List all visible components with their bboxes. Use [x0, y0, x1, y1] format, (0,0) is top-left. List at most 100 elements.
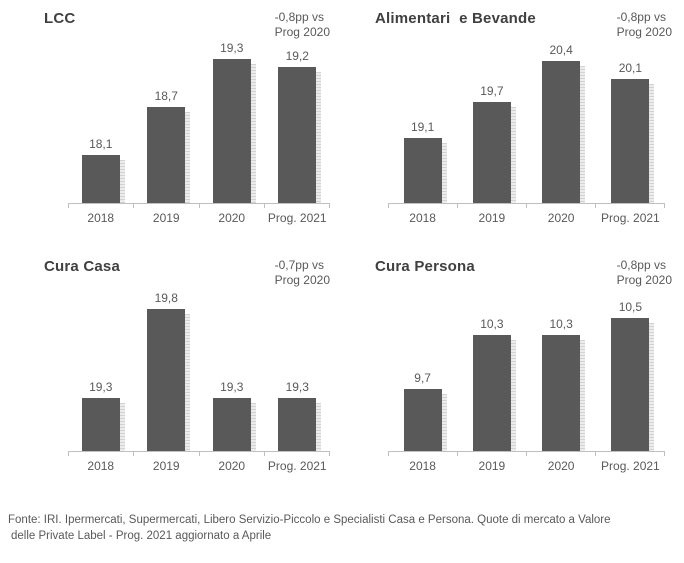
x-label-2019: 2019 — [152, 459, 180, 473]
axis-tick — [68, 204, 135, 208]
axis-tick — [596, 452, 665, 456]
bar-2018 — [81, 398, 125, 451]
bars-alimentari-e-bevande: 19,1 19,7 20,4 20,1 — [388, 43, 665, 203]
charts-grid: LCC -0,8pp vs Prog 2020 18,1 18,7 19,3 19,2 20… — [0, 0, 684, 496]
axis-tick — [388, 452, 458, 456]
x-labels-alimentari-e-bevande: 2018 2019 2020 Prog. 2021 — [388, 211, 665, 225]
bar-2020 — [212, 59, 256, 203]
bar-slot-Prog. 2021: 20,1 — [596, 61, 665, 203]
x-labels-lcc: 2018 2019 2020 Prog. 2021 — [68, 211, 330, 225]
bar-Prog. 2021 — [611, 318, 655, 451]
axis-tick — [527, 452, 596, 456]
bar-2019 — [147, 309, 191, 451]
x-label-2020: 2020 — [218, 459, 246, 473]
chart-header-cura-casa: Cura Casa -0,7pp vs Prog 2020 — [0, 248, 342, 294]
bar-slot-2018: 9,7 — [388, 371, 457, 451]
bars-cura-persona: 9,7 10,3 10,3 10,5 — [388, 294, 665, 451]
bar-value-label: 19,1 — [410, 120, 435, 134]
bar-slot-Prog. 2021: 19,2 — [265, 49, 331, 203]
axis-tick — [200, 452, 265, 456]
axis-tick — [265, 204, 330, 208]
bar-value-label: 18,1 — [89, 137, 113, 151]
axis-tick — [134, 204, 200, 208]
x-label-Prog. 2021: Prog. 2021 — [267, 211, 327, 225]
bar-slot-2018: 19,3 — [68, 380, 134, 451]
bar-slot-2020: 19,3 — [199, 380, 265, 451]
bar-value-label: 19,7 — [480, 84, 504, 98]
chart-annotation-lcc: -0,8pp vs Prog 2020 — [274, 10, 330, 40]
bar-2018 — [403, 389, 447, 451]
bar-value-label: 19,2 — [285, 49, 309, 63]
bar-2020 — [542, 61, 586, 203]
chart-annotation-cura-persona: -0,8pp vs Prog 2020 — [616, 258, 672, 288]
chart-header-lcc: LCC -0,8pp vs Prog 2020 — [0, 0, 342, 46]
x-label-2019: 2019 — [152, 211, 180, 225]
source-note-line-1: Fonte: IRI. Ipermercati, Supermercati, L… — [8, 514, 611, 526]
x-label-2020: 2020 — [547, 211, 575, 225]
bar-Prog. 2021 — [278, 67, 322, 203]
bar-Prog. 2021 — [278, 398, 322, 451]
bar-2019 — [472, 335, 516, 451]
bar-slot-2018: 18,1 — [68, 137, 134, 203]
bar-value-label: 19,8 — [154, 291, 178, 305]
chart-annotation-alimentari-e-bevande: -0,8pp vs Prog 2020 — [616, 10, 672, 40]
bar-value-label: 19,3 — [285, 380, 309, 394]
bar-value-label: 19,3 — [220, 41, 244, 55]
plot-area-cura-persona: 9,7 10,3 10,3 10,5 2018 2019 2020 Prog. 2021 — [388, 294, 665, 473]
x-label-2019: 2019 — [478, 211, 506, 225]
chart-panel-cura-persona: Cura Persona -0,8pp vs Prog 2020 9,7 10,3 10… — [342, 248, 684, 496]
bar-slot-2019: 19,7 — [457, 84, 526, 203]
x-label-2018: 2018 — [409, 459, 436, 473]
axis-tick — [458, 204, 527, 208]
x-axis-lcc — [68, 203, 330, 208]
bar-2018 — [81, 155, 125, 203]
chart-panel-cura-casa: Cura Casa -0,7pp vs Prog 2020 19,3 19,8 19,3… — [0, 248, 342, 496]
bar-slot-Prog. 2021: 10,5 — [596, 300, 665, 451]
axis-tick — [134, 452, 200, 456]
bar-value-label: 10,3 — [549, 317, 573, 331]
plot-area-lcc: 18,1 18,7 19,3 19,2 2018 2019 2020 Prog. 2021 — [68, 41, 331, 225]
bar-2019 — [472, 102, 516, 203]
bars-cura-casa: 19,3 19,8 19,3 19,3 — [68, 291, 331, 451]
source-note: Fonte: IRI. Ipermercati, Supermercati, L… — [8, 512, 674, 544]
axis-tick — [265, 452, 330, 456]
x-label-2018: 2018 — [87, 459, 115, 473]
x-label-2018: 2018 — [87, 211, 115, 225]
chart-panel-lcc: LCC -0,8pp vs Prog 2020 18,1 18,7 19,3 19,2 20… — [0, 0, 342, 248]
bar-value-label: 19,3 — [220, 380, 244, 394]
bar-2020 — [212, 398, 256, 451]
chart-header-cura-persona: Cura Persona -0,8pp vs Prog 2020 — [342, 248, 684, 294]
bar-2018 — [403, 138, 447, 203]
x-axis-cura-persona — [388, 451, 665, 456]
bar-value-label: 10,5 — [618, 300, 643, 314]
bar-value-label: 19,3 — [89, 380, 113, 394]
bar-slot-2019: 19,8 — [134, 291, 200, 451]
bar-2020 — [542, 335, 586, 451]
bar-2019 — [147, 107, 191, 203]
chart-title-lcc: LCC — [44, 10, 76, 27]
chart-annotation-cura-casa: -0,7pp vs Prog 2020 — [274, 258, 330, 288]
bar-slot-2020: 19,3 — [199, 41, 265, 203]
chart-title-alimentari-e-bevande: Alimentari e Bevande — [375, 10, 536, 27]
axis-tick — [388, 204, 458, 208]
bars-lcc: 18,1 18,7 19,3 19,2 — [68, 41, 331, 203]
x-labels-cura-casa: 2018 2019 2020 Prog. 2021 — [68, 459, 330, 473]
x-label-2019: 2019 — [478, 459, 506, 473]
bar-value-label: 18,7 — [154, 89, 178, 103]
chart-panel-alimentari-e-bevande: Alimentari e Bevande -0,8pp vs Prog 2020 1… — [342, 0, 684, 248]
chart-title-cura-persona: Cura Persona — [375, 258, 475, 275]
axis-tick — [200, 204, 265, 208]
plot-area-cura-casa: 19,3 19,8 19,3 19,3 2018 2019 2020 Prog. 2021 — [68, 291, 331, 473]
x-label-2018: 2018 — [409, 211, 436, 225]
chart-title-cura-casa: Cura Casa — [44, 258, 121, 275]
bar-value-label: 20,4 — [549, 43, 573, 57]
bar-slot-2020: 20,4 — [527, 43, 596, 203]
bar-slot-2019: 18,7 — [134, 89, 200, 203]
x-label-Prog. 2021: Prog. 2021 — [601, 459, 660, 473]
plot-area-alimentari-e-bevande: 19,1 19,7 20,4 20,1 2018 2019 2020 Prog. 2021 — [388, 43, 665, 225]
bar-slot-Prog. 2021: 19,3 — [265, 380, 331, 451]
x-label-Prog. 2021: Prog. 2021 — [267, 459, 327, 473]
axis-tick — [596, 204, 665, 208]
bar-slot-2020: 10,3 — [527, 317, 596, 451]
